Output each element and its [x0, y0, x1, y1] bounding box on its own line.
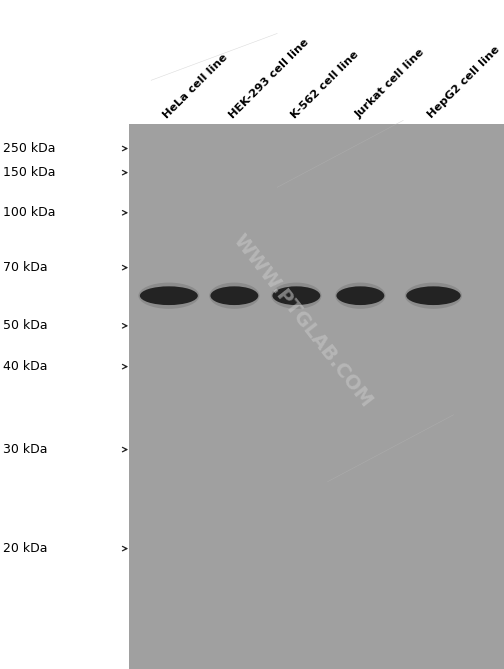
- Ellipse shape: [336, 286, 384, 305]
- Ellipse shape: [211, 286, 258, 305]
- Ellipse shape: [272, 286, 321, 305]
- Ellipse shape: [139, 282, 199, 309]
- Text: HEK-293 cell line: HEK-293 cell line: [227, 37, 311, 120]
- Text: HepG2 cell line: HepG2 cell line: [426, 45, 502, 120]
- Text: WWW.PTGLAB.COM: WWW.PTGLAB.COM: [229, 231, 375, 411]
- Ellipse shape: [271, 282, 322, 309]
- Text: K-562 cell line: K-562 cell line: [289, 50, 360, 120]
- Text: 100 kDa: 100 kDa: [3, 206, 55, 219]
- Text: 30 kDa: 30 kDa: [3, 443, 47, 456]
- Ellipse shape: [335, 282, 386, 309]
- Ellipse shape: [209, 282, 260, 309]
- Text: Jurkat cell line: Jurkat cell line: [353, 47, 426, 120]
- Text: 70 kDa: 70 kDa: [3, 261, 47, 274]
- Ellipse shape: [406, 286, 461, 305]
- Text: HeLa cell line: HeLa cell line: [162, 52, 230, 120]
- Ellipse shape: [140, 286, 198, 305]
- Bar: [129, 124, 504, 669]
- Text: 50 kDa: 50 kDa: [3, 319, 47, 332]
- Text: 40 kDa: 40 kDa: [3, 360, 47, 373]
- Text: 20 kDa: 20 kDa: [3, 542, 47, 555]
- Text: 250 kDa: 250 kDa: [3, 142, 55, 155]
- Ellipse shape: [405, 282, 462, 309]
- Text: 150 kDa: 150 kDa: [3, 166, 55, 179]
